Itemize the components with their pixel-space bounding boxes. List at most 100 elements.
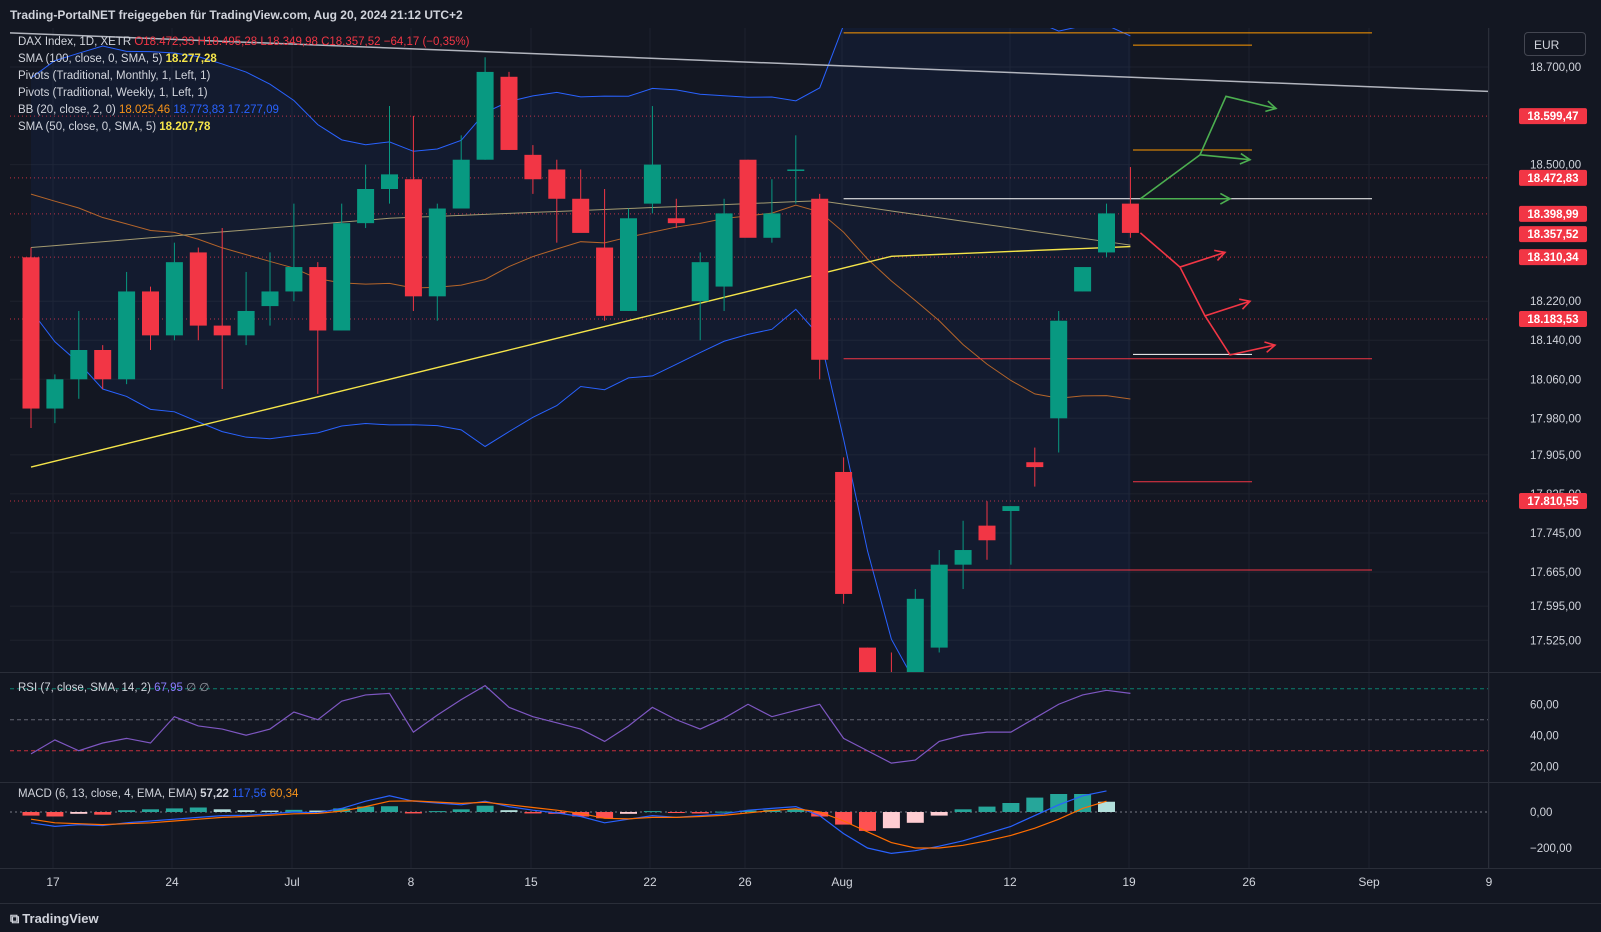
- share-header: Trading-PortalNET freigegeben für Tradin…: [0, 0, 1601, 28]
- macd-histogram-bar: [333, 808, 351, 812]
- main-legend: DAX Index, 1D, XETR O18.472,33 H18.495,2…: [18, 34, 469, 136]
- macd-histogram-bar: [285, 809, 303, 812]
- macd-axis-tick: 0,00: [1530, 807, 1552, 819]
- bb-legend[interactable]: BB (20, close, 2, 0) 18.025,46 18.773,83…: [18, 102, 469, 119]
- x-axis-tick-label: 26: [1242, 875, 1256, 889]
- candle-body: [978, 525, 996, 541]
- candle-body: [763, 213, 781, 238]
- price-chart[interactable]: 18.700,00 18.500,00 18.220,00 18.140,00 18.0…: [0, 0, 1601, 903]
- candle-body: [906, 598, 924, 672]
- tradingview-logo[interactable]: ⧉ TradingView: [10, 911, 99, 927]
- macd-histogram-bar: [404, 812, 422, 814]
- sma100-legend[interactable]: SMA (100, close, 0, SMA, 5) 18.277,28: [18, 51, 469, 68]
- candle-body: [118, 291, 136, 380]
- y-axis-tick-label: 17.525,00: [1530, 635, 1581, 647]
- brand-name: TradingView: [22, 911, 99, 926]
- candle-body: [1050, 320, 1068, 419]
- macd-histogram-bar: [94, 812, 112, 815]
- candle-body: [930, 564, 948, 648]
- candle-body: [261, 291, 279, 307]
- rsi-line: [30, 684, 1131, 764]
- rsi-value: 67,95: [154, 682, 183, 694]
- macd-histogram-bar: [142, 809, 159, 812]
- price-label-text: 18.310,34: [1527, 252, 1579, 264]
- y-axis-tick-label: 18.700,00: [1530, 62, 1581, 74]
- sma50-legend[interactable]: SMA (50, close, 0, SMA, 5) 18.207,78: [18, 119, 469, 136]
- price-label-box: [1519, 108, 1587, 125]
- bb-lower-value: 17.277,09: [227, 104, 279, 116]
- candle-body: [381, 174, 398, 189]
- candle-body: [1026, 462, 1044, 468]
- rsi-extra: ∅ ∅: [186, 682, 210, 694]
- candle-body: [739, 159, 757, 238]
- macd-axis-tick: −200,00: [1530, 843, 1572, 855]
- projection-arrow: [1204, 315, 1276, 356]
- macd-line-value: 117,56: [232, 788, 267, 800]
- macd-histogram-bar: [357, 806, 375, 812]
- x-axis-tick-label: 17: [46, 875, 60, 889]
- macd-histogram-bar: [835, 812, 853, 825]
- candle-body: [1074, 267, 1092, 292]
- macd-histogram-bar: [691, 812, 709, 814]
- ohlc-close: C18.357,52: [321, 36, 381, 48]
- currency-button[interactable]: EUR: [1524, 32, 1586, 56]
- y-axis-tick-label: 18.220,00: [1530, 296, 1581, 308]
- x-axis-tick-label: 8: [408, 875, 415, 889]
- projection-arrowhead: [1239, 152, 1252, 165]
- pivots-weekly-legend[interactable]: Pivots (Traditional, Weekly, 1, Left, 1): [18, 85, 469, 102]
- price-label-box: [1519, 226, 1587, 243]
- candle-body: [70, 350, 88, 380]
- bb-fill: [31, 28, 1131, 672]
- macd-histogram-bar: [213, 809, 231, 812]
- bb-upper-line: [30, 28, 1131, 152]
- rsi-axis-tick: 60,00: [1530, 699, 1559, 711]
- price-label-box: [1519, 169, 1587, 186]
- candle-body: [46, 379, 64, 409]
- candle-body: [620, 218, 637, 311]
- macd-histogram-bar: [643, 811, 661, 813]
- sma50-name: SMA (50, close, 0, SMA, 5): [18, 121, 157, 133]
- macd-histogram-bar: [811, 812, 829, 817]
- candle-body: [835, 471, 853, 594]
- pivots-monthly-legend[interactable]: Pivots (Traditional, Monthly, 1, Left, 1…: [18, 68, 469, 85]
- price-label-box: [1519, 249, 1587, 266]
- pivots-monthly-name: Pivots (Traditional, Monthly, 1, Left, 1…: [18, 70, 211, 82]
- macd-histogram-bar: [930, 812, 948, 816]
- candle-body: [1002, 506, 1020, 511]
- rsi-axis-tick: 40,00: [1530, 730, 1559, 742]
- y-axis-tick-label: 18.500,00: [1530, 160, 1581, 172]
- sma100-name: SMA (100, close, 0, SMA, 5): [18, 53, 163, 65]
- macd-histogram-bar: [500, 810, 518, 812]
- price-label-text: 18.398,99: [1527, 209, 1578, 221]
- macd-histogram-bar: [70, 812, 88, 814]
- x-axis-tick-label: Jul: [284, 875, 299, 889]
- macd-histogram-bar: [118, 810, 136, 812]
- candle-body: [476, 71, 494, 160]
- projection-arrowhead: [1239, 298, 1252, 310]
- y-axis-tick-label: 17.905,00: [1530, 450, 1581, 462]
- y-axis-tick-label: 18.060,00: [1530, 374, 1581, 386]
- macd-histogram-bar: [715, 811, 733, 813]
- y-axis-tick-label: 17.980,00: [1530, 413, 1581, 425]
- candle-body: [524, 154, 542, 180]
- candle-body: [94, 350, 112, 380]
- macd-histogram-bar: [954, 809, 972, 812]
- ohlc-high: H18.495,28: [197, 36, 258, 48]
- price-label-box: [1519, 492, 1587, 509]
- sma100-value: 18.277,28: [165, 53, 217, 65]
- x-axis-tick-label: 22: [643, 875, 657, 889]
- symbol-legend[interactable]: DAX Index, 1D, XETR O18.472,33 H18.495,2…: [18, 34, 469, 51]
- x-axis-tick-label: 24: [165, 875, 179, 889]
- sma100-line: [30, 245, 1131, 468]
- macd-legend[interactable]: MACD (6, 13, close, 4, EMA, EMA) 57,22 1…: [18, 788, 298, 800]
- macd-histogram-bar: [189, 807, 207, 812]
- macd-histogram-bar: [1002, 803, 1020, 812]
- rsi-legend[interactable]: RSI (7, close, SMA, 14, 2) 67,95 ∅ ∅: [18, 680, 209, 694]
- macd-histogram-bar: [309, 810, 327, 812]
- candle-body: [691, 262, 709, 302]
- macd-histogram-bar: [46, 812, 64, 817]
- candle-body: [1098, 213, 1115, 253]
- bb-upper-value: 18.773,83: [173, 104, 225, 116]
- macd-histogram-bar: [237, 810, 255, 812]
- ohlc-low: L18.349,98: [260, 36, 318, 48]
